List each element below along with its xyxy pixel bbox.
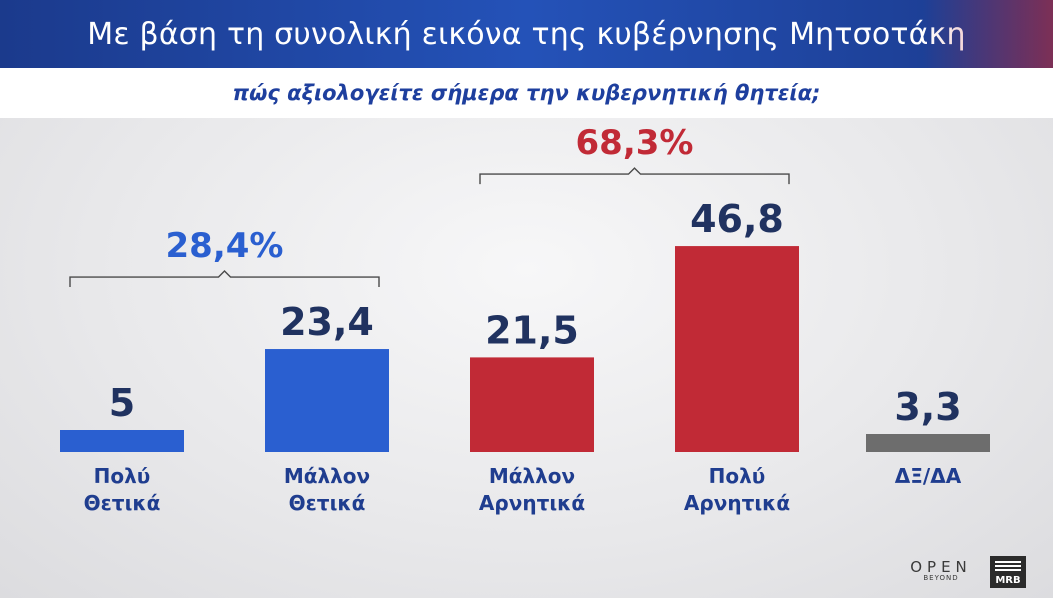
category-label-2-1: Αρνητικά: [479, 491, 585, 515]
bar-value-label-2: 21,5: [485, 308, 579, 352]
group-bracket-0: [69, 270, 380, 288]
mrb-logo-text: MRB: [995, 575, 1021, 586]
bar-0: [60, 430, 184, 452]
category-label-0-0: Πολύ: [94, 464, 151, 488]
open-beyond-logo: OPEN BEYOND: [910, 558, 972, 582]
open-logo-text: OPEN: [910, 558, 972, 576]
group-total-label-1: 68,3%: [576, 123, 694, 163]
category-label-3-1: Αρνητικά: [684, 491, 790, 515]
bar-1: [265, 349, 389, 452]
category-label-0-1: Θετικά: [84, 491, 161, 515]
title-accent: [923, 0, 1053, 68]
subtitle-bar: πώς αξιολογείτε σήμερα την κυβερνητική θ…: [0, 68, 1053, 118]
chart-title: Με βάση τη συνολική εικόνα της κυβέρνηση…: [87, 16, 966, 52]
category-label-4-0: ΔΞ/ΔΑ: [895, 464, 962, 488]
bar-4: [866, 434, 990, 452]
title-bar: Με βάση τη συνολική εικόνα της κυβέρνηση…: [0, 0, 1053, 68]
group-total-label-0: 28,4%: [166, 226, 284, 266]
group-bracket-1: [479, 167, 790, 185]
bar-value-label-3: 46,8: [690, 197, 784, 241]
category-label-1-0: Μάλλον: [284, 464, 370, 488]
mrb-stripes-icon: [995, 561, 1021, 573]
beyond-logo-text: BEYOND: [923, 574, 959, 582]
category-label-2-0: Μάλλον: [489, 464, 575, 488]
bar-3: [675, 246, 799, 452]
category-label-3-0: Πολύ: [709, 464, 766, 488]
mrb-logo: MRB: [990, 556, 1026, 588]
category-label-1-1: Θετικά: [289, 491, 366, 515]
bar-value-label-1: 23,4: [280, 300, 374, 344]
bar-2: [470, 357, 594, 452]
bar-value-label-4: 3,3: [894, 385, 961, 429]
bar-value-label-0: 5: [109, 381, 135, 425]
chart-subtitle: πώς αξιολογείτε σήμερα την κυβερνητική θ…: [232, 81, 821, 105]
